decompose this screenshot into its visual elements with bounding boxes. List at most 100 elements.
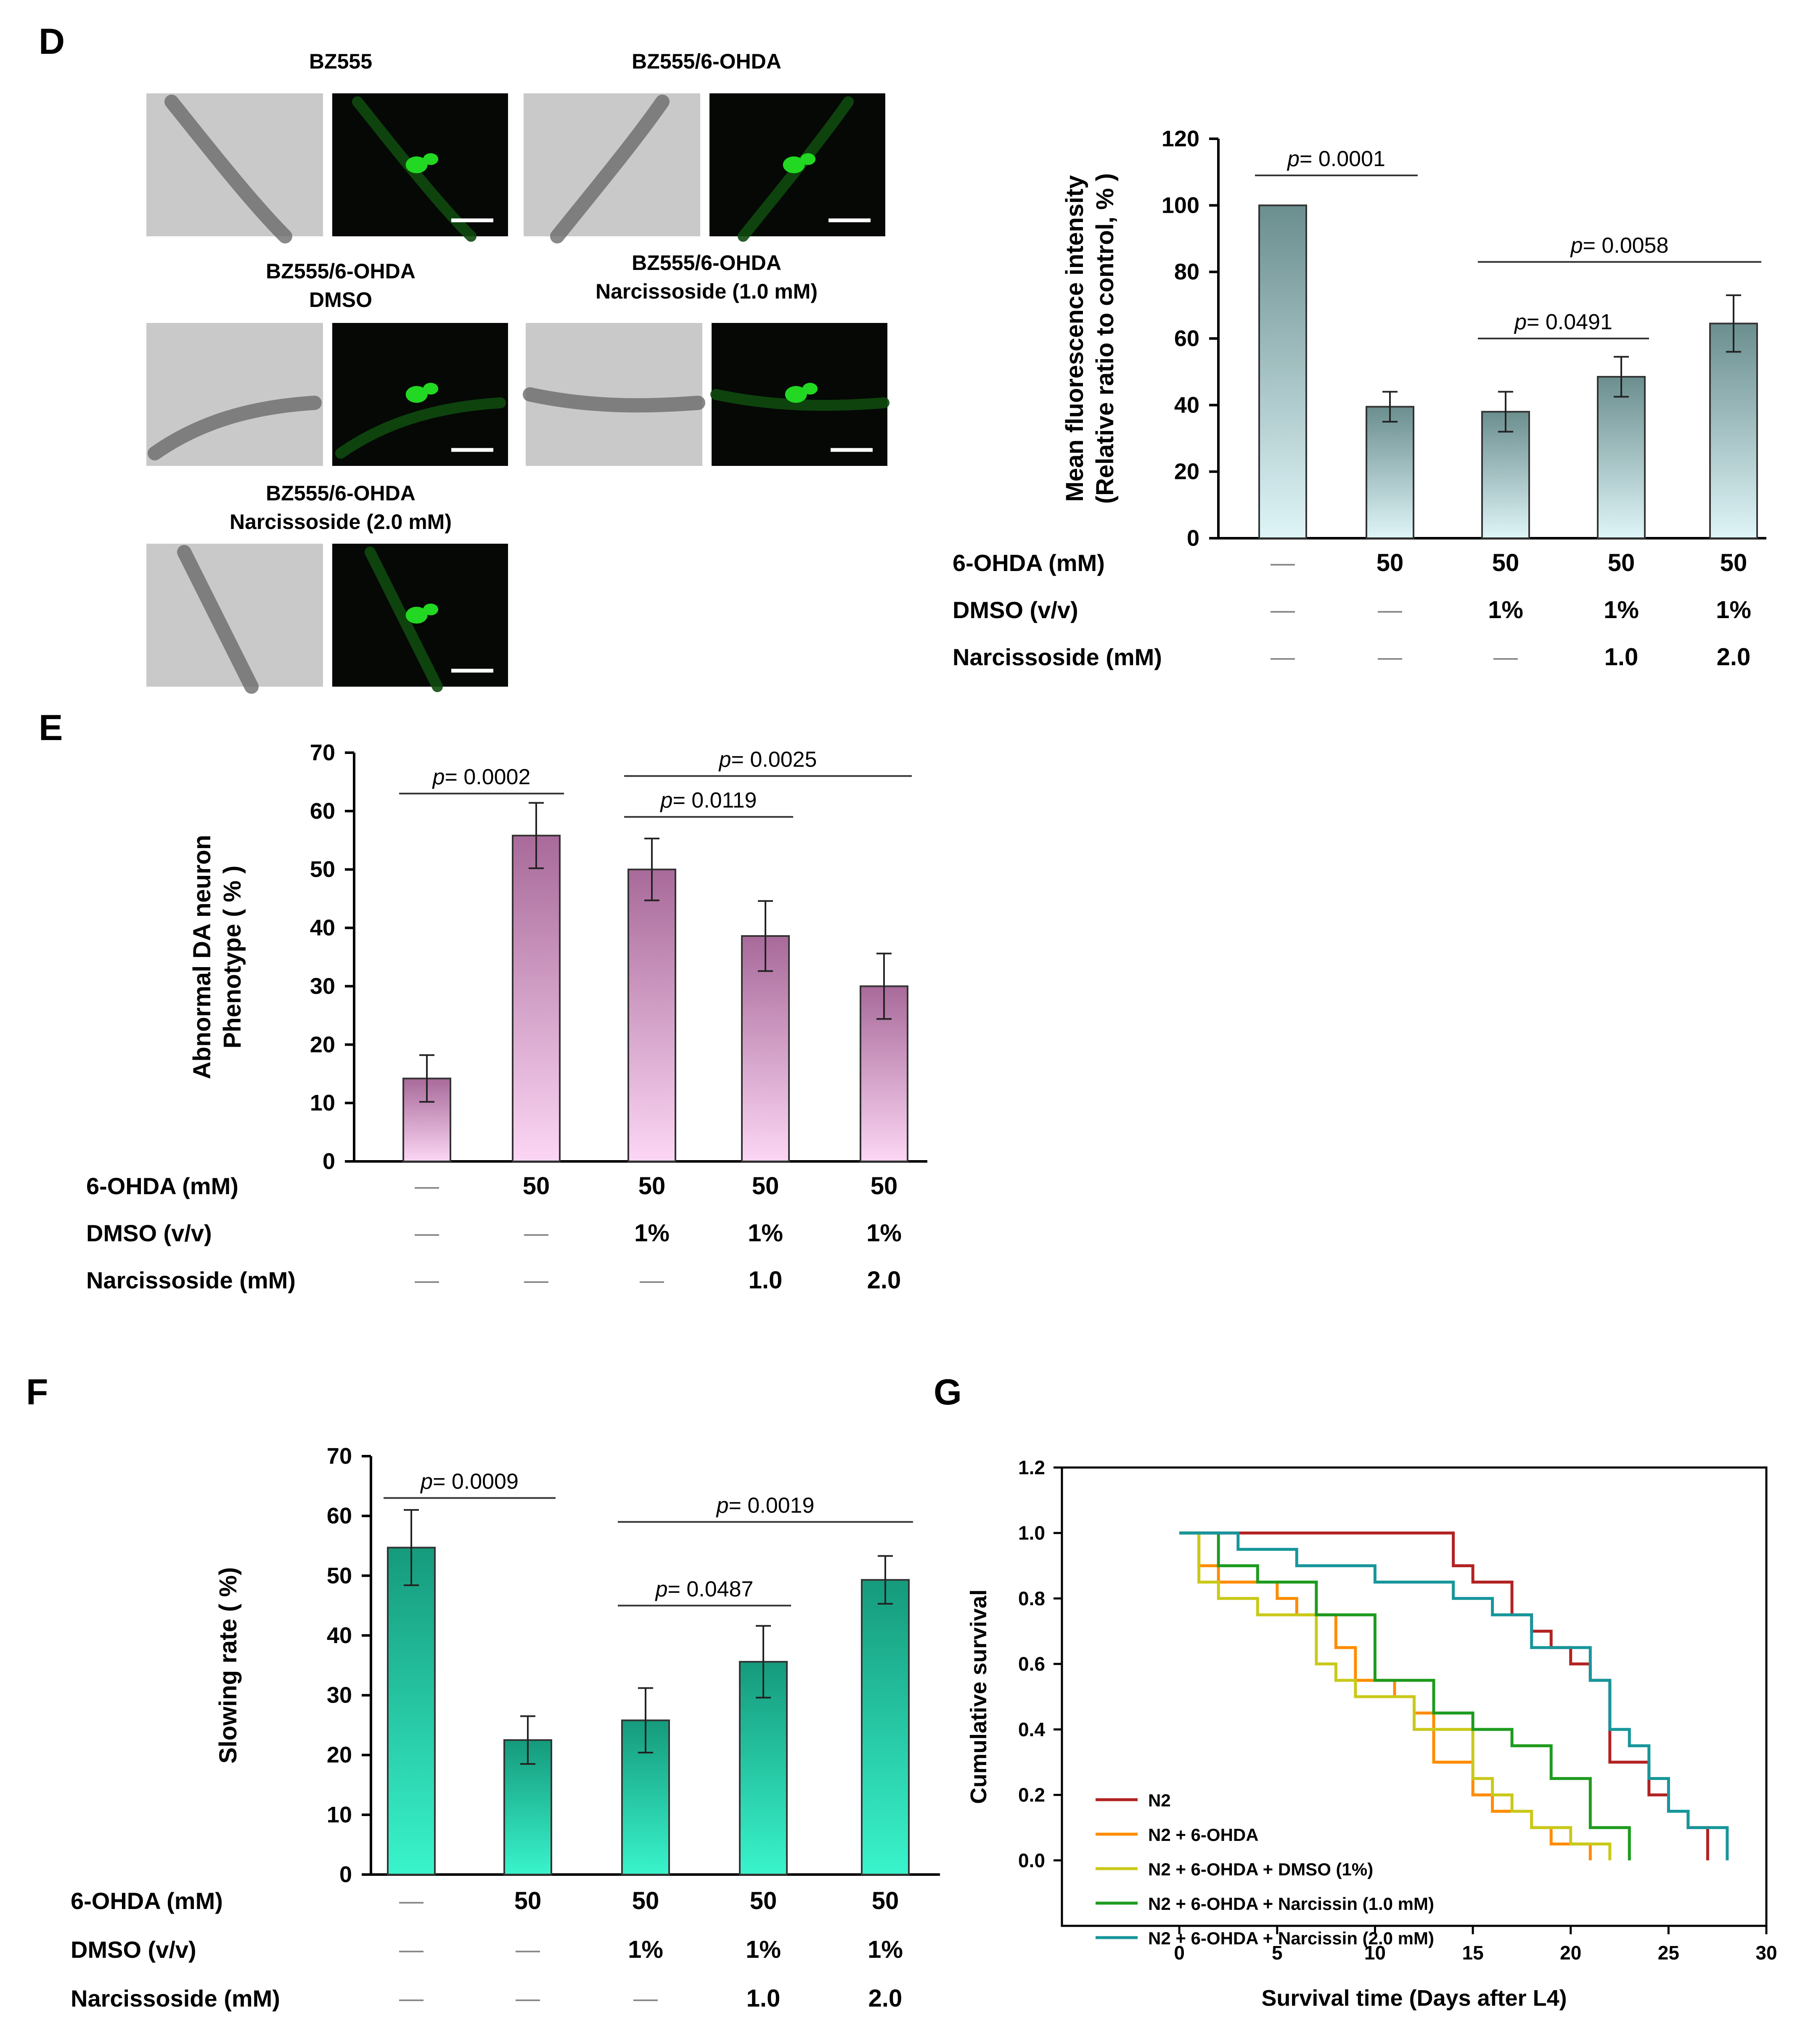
legend-label: N2 + 6-OHDA (1148, 1825, 1259, 1845)
condition-value: 1% (1716, 596, 1751, 624)
brightfield-image (146, 93, 323, 236)
y-tick-label: 0.6 (1018, 1653, 1045, 1675)
worm-shape (550, 95, 670, 243)
p-symbol: p (660, 788, 673, 813)
y-tick-label: 10 (327, 1802, 352, 1827)
neuron-signal (783, 156, 805, 173)
condition-row-label: 6-OHDA (mM) (86, 1173, 238, 1199)
worm-glow (365, 547, 443, 692)
bar (1258, 204, 1307, 539)
condition-value: — (415, 1219, 439, 1247)
panel-d-letter: D (39, 21, 65, 62)
condition-value: — (640, 1267, 664, 1294)
image-label: BZ555/6-OHDA (632, 251, 781, 275)
y-tick-label: 1.2 (1018, 1457, 1045, 1478)
p-symbol: p (716, 1493, 729, 1518)
x-tick-label: 25 (1658, 1942, 1679, 1964)
condition-row-label: Narcissoside (mM) (86, 1267, 296, 1293)
condition-value: 50 (638, 1172, 666, 1200)
neuron-signal (423, 383, 439, 395)
panel-e-bar-chart: E 0 10 20 30 40 50 60 70 Abnormal DA neuron Phenot… (39, 708, 927, 1294)
condition-value: — (399, 1936, 424, 1963)
p-value-label: p= 0.0019 (716, 1493, 815, 1518)
bar (1481, 411, 1530, 539)
p-value-label: p= 0.0025 (718, 748, 817, 772)
y-tick-label: 0.0 (1018, 1849, 1045, 1871)
worm-glow (710, 389, 889, 411)
condition-row-label: 6-OHDA (mM) (71, 1888, 223, 1914)
y-tick-label: 80 (1174, 259, 1199, 285)
condition-value: 1% (634, 1219, 670, 1247)
y-axis-label: Abnormal DA neuron (188, 835, 216, 1079)
condition-value: 1% (628, 1936, 663, 1963)
y-axis-label: Cumulative survival (966, 1589, 991, 1804)
y-tick-label: 40 (310, 915, 335, 941)
condition-value: — (1378, 643, 1402, 671)
p-value-label: p= 0.0002 (432, 765, 531, 789)
condition-value: — (1493, 643, 1518, 671)
condition-value: 1% (868, 1936, 903, 1963)
condition-value: 50 (1720, 549, 1747, 576)
p-symbol: p (718, 748, 731, 772)
survival-curve (1179, 1531, 1729, 1861)
y-tick-label: 30 (327, 1683, 352, 1708)
neuron-signal (405, 386, 428, 403)
bar (387, 1547, 436, 1875)
condition-row-label: DMSO (v/v) (953, 597, 1078, 623)
p-symbol: p (655, 1577, 668, 1601)
condition-value: 50 (752, 1172, 779, 1200)
legend-label: N2 + 6-OHDA + DMSO (1%) (1148, 1859, 1373, 1879)
neuron-signal (423, 603, 439, 616)
p-value: = 0.0009 (433, 1470, 519, 1494)
y-tick-label: 20 (327, 1743, 352, 1768)
condition-value: 50 (1608, 549, 1635, 576)
panel-d-bar-chart: 0 20 40 60 80 100 120 Mean fluorescence intensi… (953, 126, 1766, 671)
y-tick-label: 0.8 (1018, 1587, 1045, 1609)
p-value-label: p= 0.0009 (420, 1470, 519, 1494)
legend-label: N2 + 6-OHDA + Narcissin (2.0 mM) (1148, 1928, 1434, 1948)
condition-row-label: DMSO (v/v) (86, 1220, 212, 1246)
p-symbol: p (1287, 147, 1300, 171)
p-symbol: p (1514, 310, 1527, 334)
neuron-signal (405, 156, 428, 173)
y-tick-label: 10 (310, 1090, 335, 1116)
p-value: = 0.0487 (668, 1577, 754, 1601)
p-value-label: p= 0.0491 (1514, 310, 1612, 334)
condition-value: 1% (748, 1219, 783, 1247)
condition-value: 2.0 (868, 1985, 903, 2012)
condition-value: — (524, 1267, 548, 1294)
condition-value: — (1271, 596, 1295, 624)
condition-value: 1% (1488, 596, 1523, 624)
condition-value: 50 (523, 1172, 550, 1200)
y-tick-label: 120 (1162, 126, 1199, 151)
y-tick-label: 40 (1174, 392, 1199, 418)
image-label: BZ555/6-OHDA (266, 259, 416, 283)
bar (861, 1579, 910, 1875)
y-axis-label: Mean fluorescence intensity (1061, 175, 1088, 502)
survival-curve (1179, 1531, 1612, 1861)
condition-value: 50 (871, 1172, 898, 1200)
neuron-signal (802, 383, 818, 395)
condition-value: — (516, 1936, 540, 1963)
x-tick-label: 5 (1272, 1942, 1283, 1964)
image-label: Narcissoside (2.0 mM) (230, 510, 452, 534)
condition-value: — (633, 1985, 658, 2012)
worm-shape (164, 95, 292, 243)
image-label: BZ555/6-OHDA (632, 50, 781, 73)
p-symbol: p (432, 765, 445, 789)
condition-row-label: 6-OHDA (mM) (953, 550, 1105, 576)
condition-value: — (1271, 643, 1295, 671)
condition-value: 50 (632, 1887, 659, 1914)
condition-value: 50 (1492, 549, 1519, 576)
p-value-label: p= 0.0119 (660, 788, 757, 813)
worm-shape (148, 396, 322, 460)
image-label: BZ555 (309, 50, 372, 73)
condition-value: 1% (746, 1936, 781, 1963)
bar (1709, 323, 1758, 539)
condition-value: — (399, 1985, 424, 2012)
condition-value: — (1378, 596, 1402, 624)
condition-value: 1.0 (746, 1985, 781, 2012)
y-tick-label: 0 (323, 1149, 335, 1174)
panel-letter: G (934, 1372, 962, 1412)
